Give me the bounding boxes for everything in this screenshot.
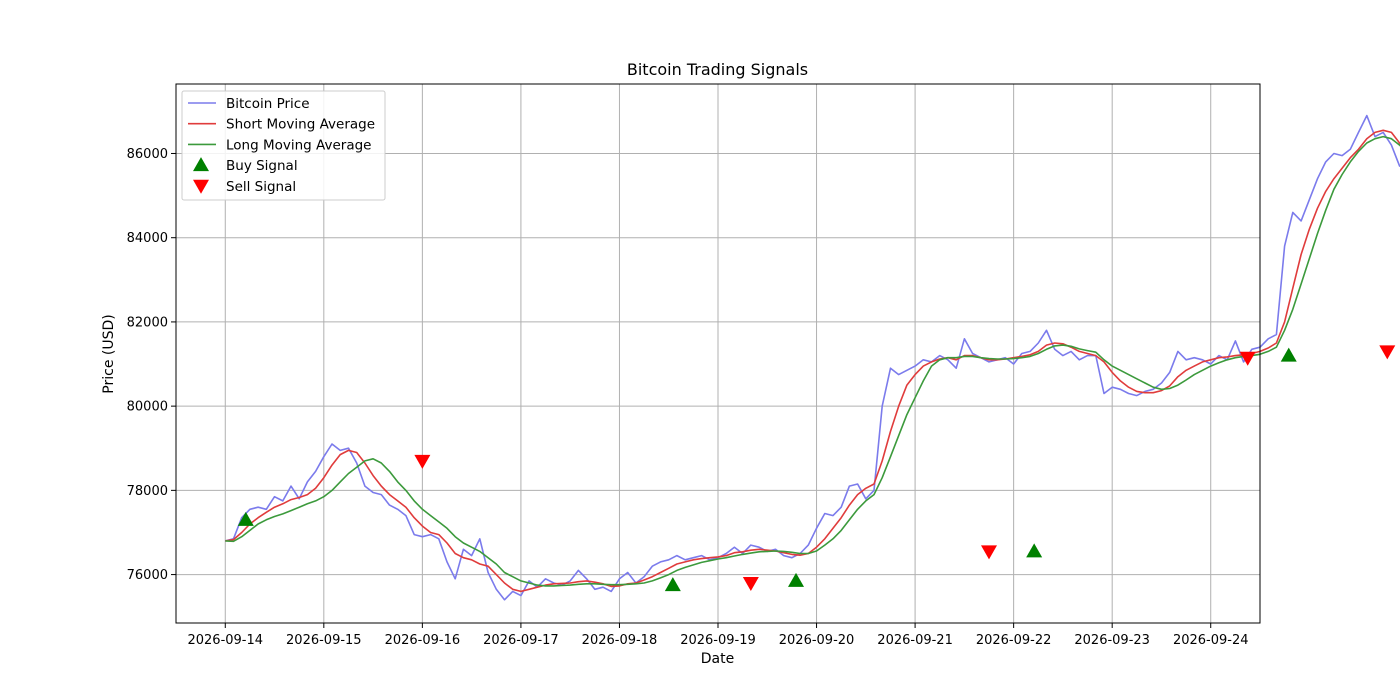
y-tick-label: 86000	[127, 147, 168, 162]
series-lines	[225, 114, 1400, 601]
legend-label-buy-signal: Buy Signal	[226, 158, 298, 174]
buy-signal-marker	[1026, 543, 1043, 558]
series-line-short-moving-average	[225, 129, 1400, 593]
legend-label-long-moving-average: Long Moving Average	[226, 137, 371, 153]
y-tick-label: 80000	[127, 400, 168, 415]
legend-label-sell-signal: Sell Signal	[226, 179, 296, 195]
sell-signal-marker	[414, 454, 431, 469]
sell-signal-marker	[1379, 345, 1396, 360]
x-tick-label: 2026-09-23	[1074, 633, 1150, 648]
legend-label-bitcoin-price: Bitcoin Price	[226, 96, 310, 112]
x-tick-label: 2026-09-22	[976, 633, 1052, 648]
legend-swatch-sell-signal	[193, 179, 209, 194]
y-tick-label: 76000	[127, 568, 168, 583]
y-tick-label: 82000	[127, 315, 168, 330]
y-tick-label: 84000	[127, 231, 168, 246]
x-tick-label: 2026-09-19	[680, 633, 756, 648]
sell-signal-marker	[742, 576, 759, 591]
x-tick-label: 2026-09-20	[779, 633, 855, 648]
series-line-long-moving-average	[225, 135, 1400, 587]
x-tick-label: 2026-09-16	[385, 633, 461, 648]
series-line-bitcoin-price	[225, 114, 1400, 601]
sell-signal-marker	[1239, 351, 1256, 366]
sell-signal-marker	[981, 545, 997, 560]
legend: Bitcoin Price Short Moving Average Long Mo…	[181, 90, 386, 201]
chart-title: Bitcoin Trading Signals	[627, 60, 808, 79]
buy-signal-marker	[237, 511, 254, 526]
x-tick-label: 2026-09-21	[877, 633, 953, 648]
buy-signal-marker	[788, 572, 805, 587]
buy-signal-marker	[1280, 347, 1297, 362]
y-tick-label: 78000	[127, 484, 168, 499]
x-axis-ticks: 2026-09-14 2026-09-15 2026-09-16 2026-09-17…	[187, 623, 1249, 648]
y-axis-ticks: 76000 78000 80000 82000 84000 86000	[127, 147, 176, 583]
x-axis-label: Date	[701, 651, 734, 667]
x-tick-label: 2026-09-24	[1173, 633, 1249, 648]
legend-label-short-moving-average: Short Moving Average	[226, 117, 375, 133]
legend-swatch-buy-signal	[193, 157, 209, 172]
signal-markers	[237, 345, 1396, 592]
x-tick-label: 2026-09-18	[582, 633, 658, 648]
y-axis-label: Price (USD)	[101, 314, 117, 393]
grid	[176, 84, 1260, 623]
buy-signal-marker	[664, 577, 681, 592]
x-tick-label: 2026-09-14	[187, 633, 263, 648]
x-tick-label: 2026-09-15	[286, 633, 362, 648]
x-tick-label: 2026-09-17	[483, 633, 559, 648]
legend-box	[181, 90, 386, 201]
